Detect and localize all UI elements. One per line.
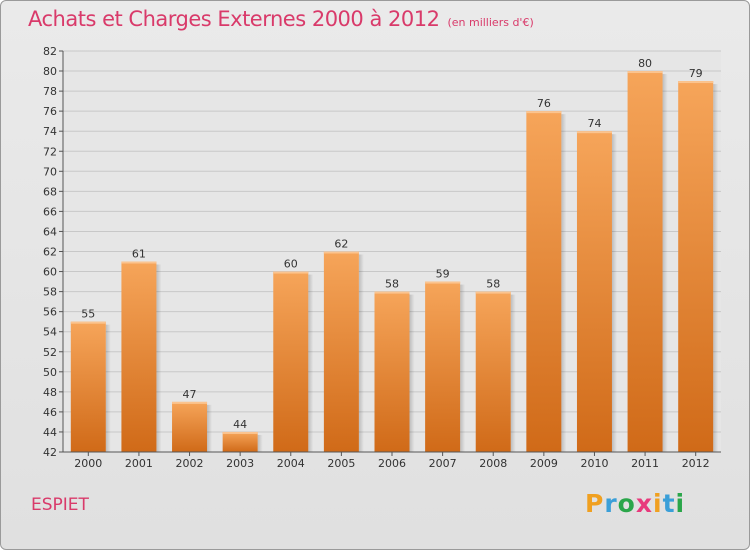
- y-tick-label: 80: [43, 65, 57, 78]
- y-tick-label: 74: [43, 125, 57, 138]
- data-label-2000: 55: [81, 308, 95, 321]
- y-tick-label: 70: [43, 165, 57, 178]
- data-label-2005: 62: [334, 238, 348, 251]
- bar-shadow: [561, 114, 567, 453]
- x-tick-label-2000: 2000: [74, 457, 102, 470]
- bar-highlight: [627, 71, 663, 74]
- chart-title-text: Achats et Charges Externes 2000 à 2012: [28, 7, 440, 31]
- bar-highlight: [678, 81, 714, 84]
- bar-2010: [576, 131, 612, 452]
- bar-2002: [172, 401, 208, 452]
- data-label-2010: 74: [587, 117, 601, 130]
- data-label-2011: 80: [638, 57, 652, 70]
- x-tick-label-2010: 2010: [580, 457, 608, 470]
- bar-shadow: [510, 294, 516, 452]
- y-tick-label: 66: [43, 205, 57, 218]
- bar-shadow: [308, 274, 314, 452]
- x-tick-label-2008: 2008: [479, 457, 507, 470]
- bars: [70, 71, 719, 453]
- y-tick-label: 48: [43, 386, 57, 399]
- y-tick-label: 76: [43, 105, 57, 118]
- bar-highlight: [526, 111, 562, 114]
- bar-2012: [678, 81, 714, 452]
- bar-2008: [475, 291, 511, 452]
- y-tick-label: 42: [43, 446, 57, 459]
- bar-highlight: [121, 261, 157, 264]
- x-tick-label-2012: 2012: [682, 457, 710, 470]
- bar-2007: [425, 281, 461, 452]
- bar-shadow: [713, 84, 719, 452]
- bar-shadow: [409, 294, 415, 452]
- data-label-2007: 59: [436, 268, 450, 281]
- chart-title: Achats et Charges Externes 2000 à 2012 (e…: [28, 7, 534, 31]
- data-label-2004: 60: [284, 258, 298, 271]
- bar-2000: [70, 321, 106, 452]
- commune-name: ESPIET: [31, 495, 89, 515]
- data-label-2001: 61: [132, 248, 146, 261]
- x-tick-label-2002: 2002: [176, 457, 204, 470]
- y-tick-label: 58: [43, 286, 57, 299]
- bar-2004: [273, 271, 309, 452]
- y-tick-label: 60: [43, 266, 57, 279]
- bar-2005: [323, 251, 359, 452]
- bar-highlight: [425, 281, 461, 284]
- y-tick-label: 68: [43, 185, 57, 198]
- bar-highlight: [172, 401, 208, 404]
- bar-shadow: [156, 264, 162, 452]
- bar-shadow: [460, 284, 466, 452]
- y-tick-label: 64: [43, 225, 57, 238]
- y-tick-label: 62: [43, 246, 57, 259]
- chart-subtitle: (en milliers d'€): [447, 16, 534, 29]
- y-tick-label: 46: [43, 406, 57, 419]
- y-tick-label: 82: [43, 45, 57, 58]
- bar-highlight: [475, 291, 511, 294]
- y-tick-label: 72: [43, 145, 57, 158]
- x-tick-label-2004: 2004: [277, 457, 305, 470]
- data-labels: 55 61 47 44 60 62 58 59 58 76 74 80 79: [81, 57, 702, 431]
- bar-highlight: [222, 431, 258, 434]
- bar-shadow: [105, 324, 111, 452]
- bar-2006: [374, 291, 410, 452]
- bar-shadow: [358, 254, 364, 452]
- y-tick-label: 56: [43, 306, 57, 319]
- x-tick-label-2005: 2005: [327, 457, 355, 470]
- bar-highlight: [273, 271, 309, 274]
- y-tick-label: 44: [43, 426, 57, 439]
- y-tick-label: 50: [43, 366, 57, 379]
- bar-2011: [627, 71, 663, 453]
- bar-highlight: [374, 291, 410, 294]
- x-axis: 2000 2001 2002 2003 2004 2005 2006 2007 2008 2009…: [63, 451, 721, 470]
- x-tick-label-2011: 2011: [631, 457, 659, 470]
- bar-highlight: [323, 251, 359, 254]
- bar-highlight: [70, 321, 106, 324]
- bar-shadow: [611, 134, 617, 452]
- data-label-2008: 58: [486, 278, 500, 291]
- bar-shadow: [257, 434, 263, 452]
- data-label-2006: 58: [385, 278, 399, 291]
- data-label-2003: 44: [233, 418, 247, 431]
- x-tick-label-2003: 2003: [226, 457, 254, 470]
- y-tick-label: 78: [43, 85, 57, 98]
- bar-shadow: [662, 74, 668, 453]
- x-tick-label-2009: 2009: [530, 457, 558, 470]
- bar-2003: [222, 431, 258, 452]
- bar-shadow: [207, 404, 213, 452]
- data-label-2009: 76: [537, 97, 551, 110]
- proxiti-logo: Proxiti: [585, 489, 686, 518]
- x-tick-label-2006: 2006: [378, 457, 406, 470]
- x-tick-label-2007: 2007: [429, 457, 457, 470]
- data-label-2002: 47: [183, 388, 197, 401]
- y-axis: 42 44 46 48 50 52 54 56 58 60 62 64 66 68 70 72 74 76 78 80…: [43, 45, 64, 459]
- y-tick-label: 52: [43, 346, 57, 359]
- x-tick-label-2001: 2001: [125, 457, 153, 470]
- bar-2009: [526, 111, 562, 453]
- y-tick-label: 54: [43, 326, 57, 339]
- bar-2001: [121, 261, 157, 452]
- bar-highlight: [576, 131, 612, 134]
- data-label-2012: 79: [689, 67, 703, 80]
